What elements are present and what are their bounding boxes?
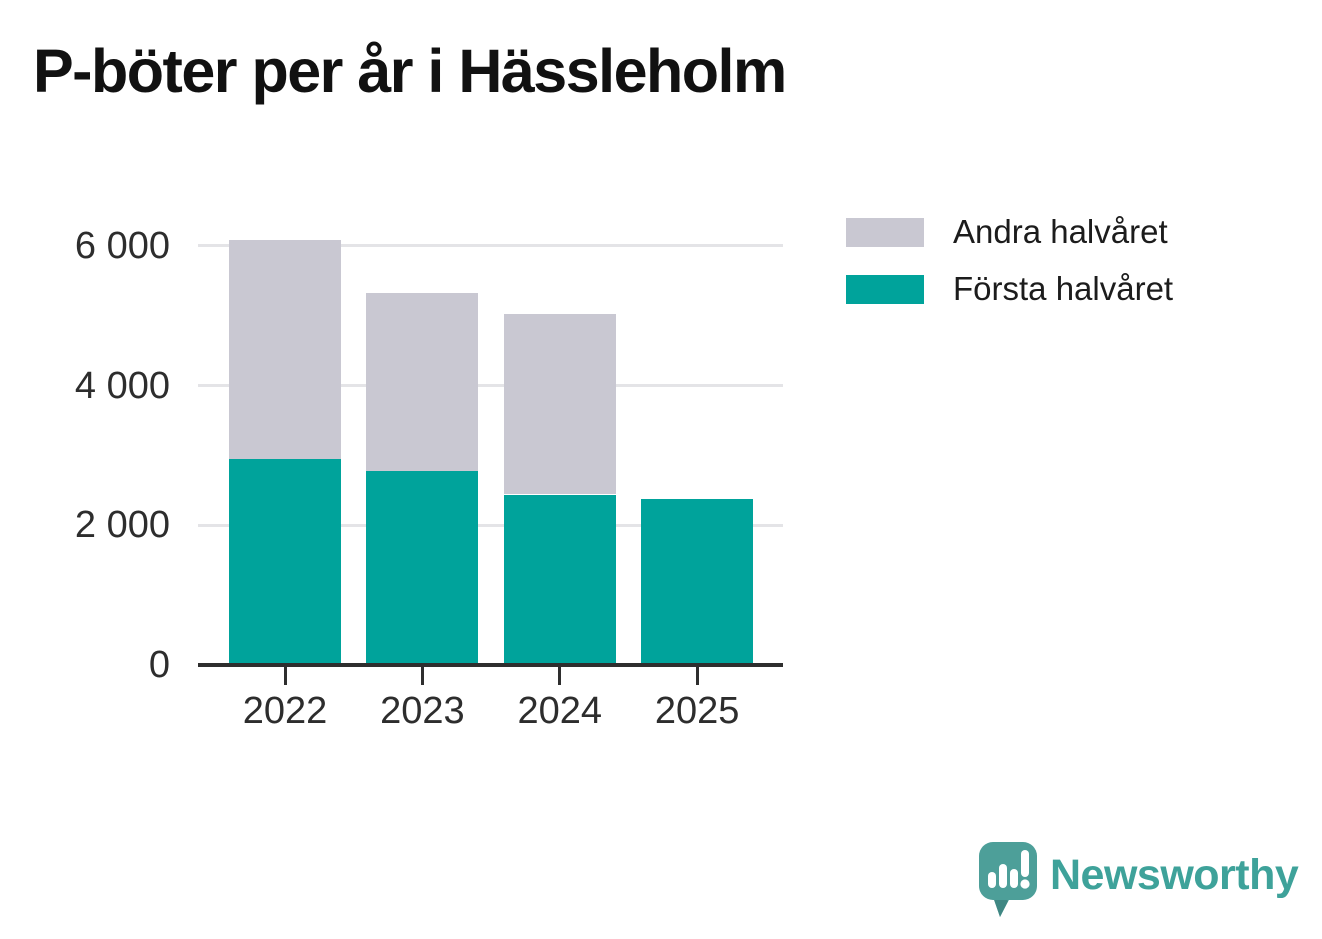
x-axis-tick (695, 667, 699, 685)
x-axis-tick (283, 667, 287, 685)
x-axis-tick (558, 667, 562, 685)
x-axis-category-label: 2025 (654, 690, 740, 732)
y-axis-tick-label: 0 (148, 644, 170, 686)
y-axis-tick-label: 2 000 (74, 504, 170, 547)
y-axis-tick-label: 4 000 (74, 364, 170, 407)
legend-item-andra-halvaret: Andra halvåret (846, 213, 1173, 250)
y-gridline (198, 244, 783, 248)
legend-swatch-andra (846, 217, 924, 247)
bar-segment-2022-andra (229, 240, 341, 459)
y-gridline (198, 523, 783, 527)
x-axis-tick (420, 667, 424, 685)
legend-item-forsta-halvaret: Första halvåret (846, 270, 1173, 307)
y-gridline (198, 384, 783, 387)
bar-segment-2023-andra (366, 292, 479, 471)
legend-label: Första halvåret (953, 270, 1174, 307)
newsworthy-logo-icon (979, 842, 1037, 917)
bar-segment-2022-forsta (229, 458, 341, 665)
newsworthy-branding: Newsworthy (978, 841, 1299, 923)
legend-swatch-forsta (846, 274, 924, 304)
chart-legend: Andra halvåret Första halvåret (846, 213, 1173, 331)
x-axis-category-label: 2022 (242, 690, 328, 732)
bar-segment-2024-andra (503, 313, 616, 495)
logo-bar-chart-glyph (988, 850, 1030, 889)
legend-label: Andra halvåret (953, 213, 1168, 250)
newsworthy-wordmark: Newsworthy (1050, 850, 1299, 899)
bar-segment-2023-forsta (366, 470, 479, 665)
bar-segment-2024-forsta (503, 494, 616, 665)
bar-segment-2025-forsta (641, 498, 754, 665)
x-axis-category-label: 2024 (517, 690, 603, 732)
x-axis-category-label: 2023 (380, 690, 465, 732)
x-axis-line (198, 663, 783, 667)
y-axis-tick-label: 6 000 (74, 224, 170, 267)
chart-title: P-böter per år i Hässleholm (33, 37, 787, 105)
